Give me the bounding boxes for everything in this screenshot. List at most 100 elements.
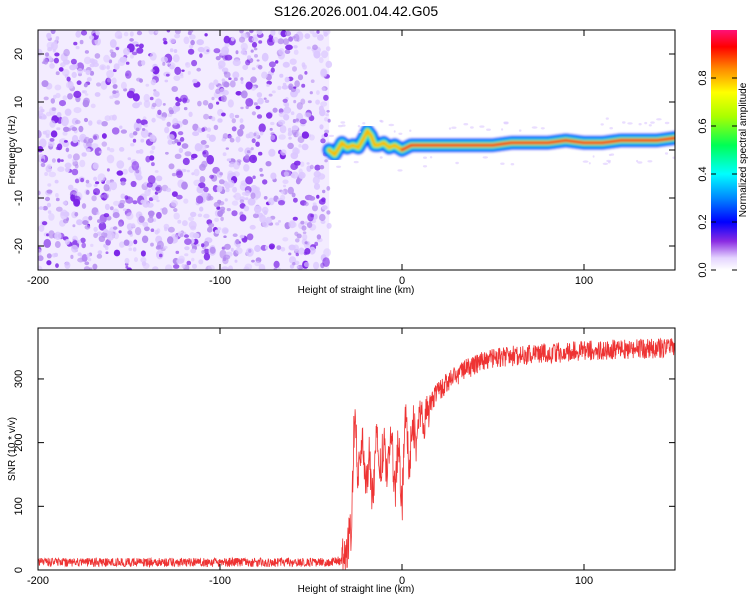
noise-blob [187,70,191,75]
noise-blob [115,47,120,51]
noise-blob [239,124,245,130]
noise-blob [179,137,185,142]
noise-blob [150,79,157,86]
noise-blob [308,246,316,255]
noise-blob [265,161,272,167]
ridge-wisp [451,126,457,129]
noise-blob [110,51,117,58]
noise-blob [281,85,289,90]
noise-blob [198,182,206,189]
noise-blob [217,118,223,123]
noise-blob [141,235,149,244]
noise-blob [265,245,269,250]
ridge-wisp [582,160,589,163]
noise-blob [129,38,134,42]
noise-blob [118,230,122,234]
noise-blob [151,117,156,123]
noise-blob [183,36,190,45]
noise-blob [324,117,328,122]
noise-blob [62,95,68,101]
noise-blob [50,98,55,104]
noise-blob [235,91,242,96]
noise-blob [289,264,295,269]
noise-blob [93,226,98,232]
noise-blob [203,113,210,120]
noise-blob [73,107,82,114]
noise-blob [54,252,58,257]
ridge-wisp [379,156,383,159]
noise-blob [179,233,184,238]
ridge-wisp [636,159,639,163]
noise-blob [226,158,232,162]
ridge-wisp [482,156,488,159]
noise-blob [200,140,207,145]
noise-blob [125,61,130,65]
spectrogram-xtick-label: -200 [27,275,49,287]
noise-blob [71,135,79,144]
ridge-wisp [644,121,648,125]
noise-blob [112,84,118,89]
noise-blob [96,82,101,87]
noise-blob [55,71,60,76]
snr-plot-area [38,337,675,570]
noise-blob [89,35,95,40]
noise-blob [312,204,318,212]
noise-blob [41,61,46,64]
noise-blob [123,31,129,37]
noise-blob [161,116,166,121]
noise-blob [312,176,320,185]
noise-blob [131,51,138,56]
noise-blob [38,153,46,163]
noise-blob [63,48,70,57]
noise-blob [38,130,42,139]
noise-blob [192,131,200,137]
noise-blob [144,226,150,232]
noise-blob [67,93,73,100]
noise-blob [201,243,205,248]
noise-blob [288,252,292,256]
noise-blob [174,66,182,75]
noise-blob [293,45,298,49]
noise-blob [161,207,168,215]
noise-blob [177,131,184,136]
noise-blob [148,197,154,202]
spectrogram-ylabel: Frequency (Hz) [7,116,18,185]
noise-blob [155,175,163,182]
noise-blob [141,261,147,267]
noise-blob [224,43,230,48]
noise-blob [223,228,229,234]
noise-blob [57,158,61,163]
noise-blob [306,222,313,228]
noise-blob [83,56,92,65]
noise-blob [312,213,318,220]
noise-blob [243,205,250,212]
noise-blob [130,223,136,228]
noise-blob [288,136,292,140]
noise-blob [109,206,114,211]
noise-blob [162,103,166,106]
ridge-wisp [588,162,591,165]
noise-blob [105,239,111,246]
snr-xlabel: Height of straight line (km) [298,584,415,595]
noise-blob [283,113,290,121]
noise-blob [283,38,289,45]
noise-blob [254,244,261,253]
noise-blob [222,133,229,140]
noise-blob [319,165,325,170]
noise-blob [301,131,310,139]
noise-blob [225,187,230,193]
noise-blob [90,143,99,149]
ridge-wisp [362,122,366,125]
noise-blob [323,248,331,257]
noise-blob [101,231,108,238]
ridge-wisp [388,123,395,127]
noise-blob [71,71,77,78]
noise-blob [196,144,204,150]
noise-blob [188,44,194,49]
noise-blob [182,97,187,104]
noise-blob [280,247,286,252]
noise-blob [231,210,238,217]
noise-blob [251,41,258,48]
noise-blob [292,119,296,123]
